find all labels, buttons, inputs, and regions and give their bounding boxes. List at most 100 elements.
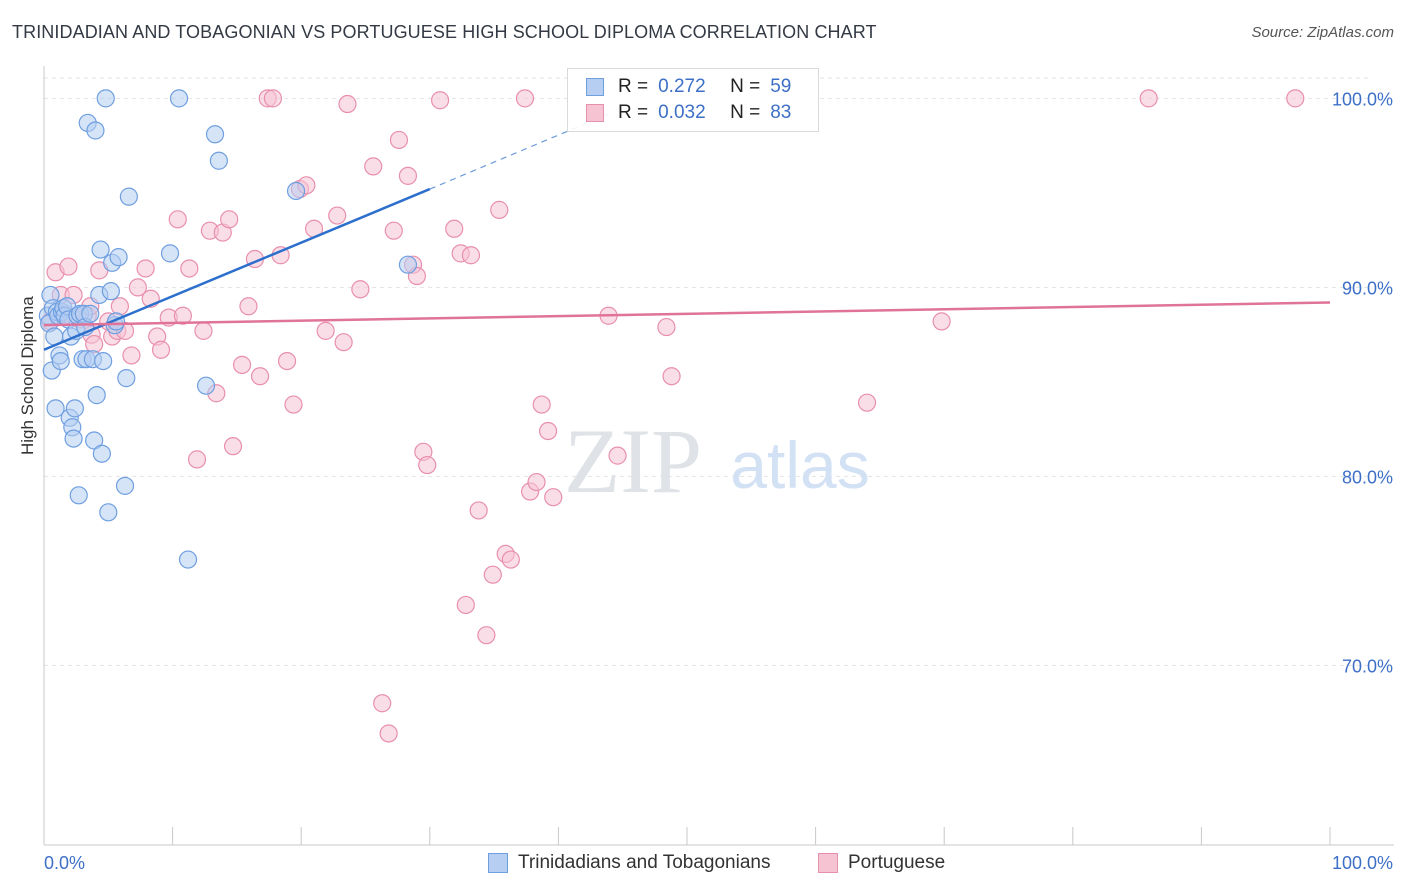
legend-r-value: 0.032 bbox=[658, 102, 706, 123]
point-portuguese bbox=[544, 488, 563, 507]
legend-n-value: 59 bbox=[770, 76, 792, 97]
x-tick-label-min: 0.0% bbox=[44, 853, 85, 873]
point-trinidadian bbox=[196, 376, 216, 395]
trend-line-portuguese bbox=[43, 301, 1331, 327]
point-portuguese bbox=[384, 221, 403, 240]
point-portuguese bbox=[483, 565, 502, 584]
watermark-atlas: atlas bbox=[730, 428, 869, 502]
point-portuguese bbox=[187, 450, 207, 469]
point-trinidadian bbox=[64, 429, 83, 448]
point-portuguese bbox=[456, 595, 475, 615]
point-portuguese bbox=[338, 94, 357, 114]
trend-lines bbox=[43, 112, 1331, 351]
data-points bbox=[38, 89, 1305, 743]
point-portuguese bbox=[277, 351, 297, 371]
y-tick-labels: 70.0% 80.0% 90.0% 100.0% bbox=[1332, 89, 1393, 676]
point-portuguese bbox=[430, 91, 450, 110]
point-trinidadian bbox=[101, 282, 120, 301]
series-name-trinidadian: Trinidadians and Tobagonians bbox=[518, 852, 771, 873]
point-trinidadian bbox=[81, 304, 100, 323]
point-trinidadian bbox=[160, 244, 180, 263]
point-trinidadian bbox=[178, 550, 198, 569]
legend-n-label: N = bbox=[730, 102, 761, 123]
point-portuguese bbox=[532, 395, 551, 414]
y-tick-label: 100.0% bbox=[1332, 89, 1393, 109]
point-trinidadian bbox=[109, 248, 128, 267]
point-portuguese bbox=[85, 334, 104, 354]
point-portuguese bbox=[364, 157, 383, 176]
point-portuguese bbox=[122, 346, 141, 365]
watermark-zip: ZIP bbox=[564, 410, 702, 512]
point-portuguese bbox=[932, 312, 951, 331]
stats-legend: R = 0.272 N = 59 R = 0.032 N = 83 bbox=[567, 68, 819, 132]
point-portuguese bbox=[418, 455, 437, 475]
legend-n-label: N = bbox=[730, 76, 761, 97]
point-portuguese bbox=[180, 259, 199, 278]
series-swatch-trinidadian bbox=[488, 853, 508, 873]
y-tick-label: 90.0% bbox=[1342, 278, 1393, 298]
series-legend: Trinidadians and Tobagonians Portuguese bbox=[0, 852, 1406, 878]
point-trinidadian bbox=[119, 187, 138, 206]
point-portuguese bbox=[263, 89, 283, 108]
point-trinidadian bbox=[86, 121, 105, 140]
point-trinidadian bbox=[286, 181, 306, 201]
point-portuguese bbox=[194, 321, 213, 340]
point-portuguese bbox=[284, 395, 303, 414]
point-portuguese bbox=[461, 246, 481, 265]
point-trinidadian bbox=[91, 240, 110, 259]
series-legend-trinidadian[interactable]: Trinidadians and Tobagonians bbox=[488, 852, 770, 874]
legend-r-value: 0.272 bbox=[658, 76, 706, 97]
point-portuguese bbox=[608, 446, 627, 465]
point-trinidadian bbox=[94, 351, 113, 371]
point-trinidadian bbox=[398, 255, 418, 274]
point-portuguese bbox=[469, 501, 488, 520]
series-swatch-portuguese bbox=[818, 853, 838, 873]
series-legend-portuguese[interactable]: Portuguese bbox=[818, 852, 945, 874]
x-tick-labels: 0.0% 100.0% bbox=[44, 853, 1393, 873]
axes bbox=[43, 66, 1394, 846]
point-trinidadian bbox=[69, 486, 88, 505]
source-note: Source: ZipAtlas.com bbox=[1251, 24, 1394, 41]
point-trinidadian bbox=[99, 503, 118, 522]
point-trinidadian bbox=[117, 369, 136, 388]
point-portuguese bbox=[527, 472, 546, 492]
legend-row-portuguese: R = 0.032 N = 83 bbox=[586, 101, 791, 125]
point-trinidadian bbox=[92, 444, 111, 463]
point-portuguese bbox=[250, 367, 270, 386]
point-portuguese bbox=[334, 333, 353, 352]
series-name-portuguese: Portuguese bbox=[848, 852, 946, 873]
point-portuguese bbox=[445, 219, 464, 238]
point-portuguese bbox=[220, 210, 239, 229]
point-portuguese bbox=[239, 297, 258, 316]
legend-r-label: R = bbox=[618, 102, 649, 123]
chart-title: TRINIDADIAN AND TOBAGONIAN VS PORTUGUESE… bbox=[12, 22, 877, 42]
legend-row-trinidadian: R = 0.272 N = 59 bbox=[586, 75, 791, 99]
point-portuguese bbox=[351, 280, 370, 299]
point-portuguese bbox=[857, 393, 877, 412]
point-portuguese bbox=[490, 200, 509, 219]
point-portuguese bbox=[136, 259, 155, 278]
point-portuguese bbox=[151, 340, 171, 359]
point-portuguese bbox=[316, 321, 335, 340]
point-portuguese bbox=[539, 421, 558, 441]
point-portuguese bbox=[173, 306, 192, 325]
point-portuguese bbox=[168, 210, 187, 229]
point-trinidadian bbox=[51, 351, 70, 371]
point-portuguese bbox=[373, 694, 392, 713]
legend-swatch-trinidadian bbox=[586, 78, 604, 96]
point-portuguese bbox=[389, 130, 409, 150]
point-portuguese bbox=[501, 550, 520, 569]
point-portuguese bbox=[515, 89, 535, 108]
point-portuguese bbox=[128, 278, 147, 297]
y-axis-title: High School Diploma bbox=[18, 296, 37, 455]
point-portuguese bbox=[1139, 89, 1158, 108]
point-trinidadian bbox=[65, 399, 84, 418]
point-portuguese bbox=[398, 166, 418, 185]
point-trinidadian bbox=[115, 476, 135, 495]
point-trinidadian bbox=[169, 89, 189, 108]
point-portuguese bbox=[110, 297, 129, 316]
legend-r-label: R = bbox=[618, 76, 649, 97]
y-tick-label: 70.0% bbox=[1342, 656, 1393, 676]
point-portuguese bbox=[328, 206, 347, 225]
